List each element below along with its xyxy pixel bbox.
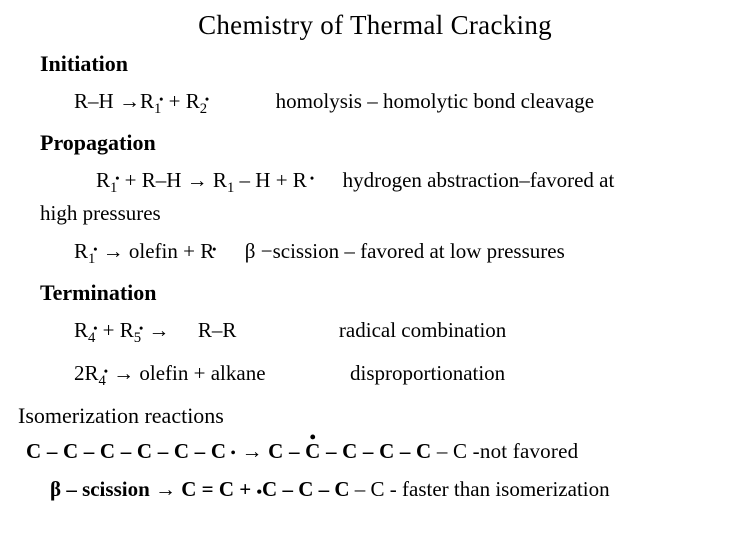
heading-propagation: Propagation — [40, 130, 732, 156]
initiation-equation: R–H →R1• + R2• homolysis – homolytic bon… — [74, 87, 732, 120]
arrow-icon: → — [119, 89, 140, 113]
arrow-icon: → — [187, 168, 213, 192]
heading-initiation: Initiation — [40, 51, 732, 77]
heading-isomerization: Isomerization reactions — [18, 403, 732, 429]
eq-text: R — [186, 89, 200, 113]
page-title: Chemistry of Thermal Cracking — [18, 10, 732, 41]
termination-equation-1: R4• + R5• → R–R radical combination — [74, 316, 732, 349]
eq-description-wrap: high pressures — [40, 201, 161, 225]
arrow-icon: → — [143, 318, 175, 342]
eq-description: disproportionation — [350, 361, 505, 385]
radical-dot-icon: • — [212, 244, 216, 256]
eq-text: R–H — [74, 89, 114, 113]
carbon-radical-over: C — [305, 437, 320, 465]
propagation-equation-1: R1• + R–H → R1 – H + R • hydrogen abstra… — [40, 166, 732, 227]
radical-dot-icon: • — [104, 366, 108, 378]
chain-text: C – C – C – C – C – C — [26, 439, 226, 463]
eq-text: 2R — [74, 361, 99, 385]
eq-description: homolysis – homolytic bond cleavage — [276, 89, 594, 113]
beta-scission-text: β – scission → C = C + — [50, 477, 257, 501]
radical-dot-icon: • — [93, 244, 97, 256]
isomerization-chain-1: C – C – C – C – C – C • → C – C – C – C … — [26, 437, 732, 465]
eq-text: → olefin + R — [97, 239, 214, 263]
radical-dot-icon: • — [139, 323, 143, 335]
chain-tail: – C - faster than isomerization — [350, 477, 610, 501]
radical-dot-icon: • — [310, 173, 314, 185]
eq-text: + R–H — [119, 168, 186, 192]
eq-description: radical combination — [339, 318, 506, 342]
radical-dot-icon: • — [115, 173, 119, 185]
termination-equation-2: 2R4• → olefin + alkane disproportionatio… — [74, 359, 732, 392]
radical-dot-icon: • — [226, 445, 236, 462]
eq-text: + — [163, 89, 185, 113]
radical-dot-icon: • — [159, 94, 163, 106]
isomerization-chain-2: β – scission → C = C + •C – C – C – C - … — [50, 475, 732, 503]
chain-tail: – C -not favored — [431, 439, 578, 463]
heading-termination: Termination — [40, 280, 732, 306]
chain-text: C – — [268, 439, 305, 463]
eq-text: + — [97, 318, 119, 342]
eq-text: R — [120, 318, 134, 342]
eq-text: R — [74, 318, 88, 342]
eq-text: → olefin + alkane — [108, 361, 266, 385]
eq-text: R — [213, 168, 227, 192]
chain-text: C – C – C — [262, 477, 350, 501]
eq-text: R — [96, 168, 110, 192]
eq-text: R — [74, 239, 88, 263]
radical-dot-icon: • — [93, 323, 97, 335]
chain-text: – C – C – C — [321, 439, 432, 463]
radical-dot-icon: • — [257, 484, 263, 501]
radical-dot-icon: • — [205, 94, 209, 106]
propagation-equation-2: R1• → olefin + R• β −scission – favored … — [74, 237, 732, 270]
eq-description: β −scission – favored at low pressures — [245, 239, 565, 263]
eq-text: R — [140, 89, 154, 113]
arrow-icon: → — [242, 439, 269, 463]
eq-text: R–R — [198, 318, 237, 342]
eq-description: hydrogen abstraction–favored at — [343, 168, 615, 192]
eq-text: – H + R — [234, 168, 312, 192]
